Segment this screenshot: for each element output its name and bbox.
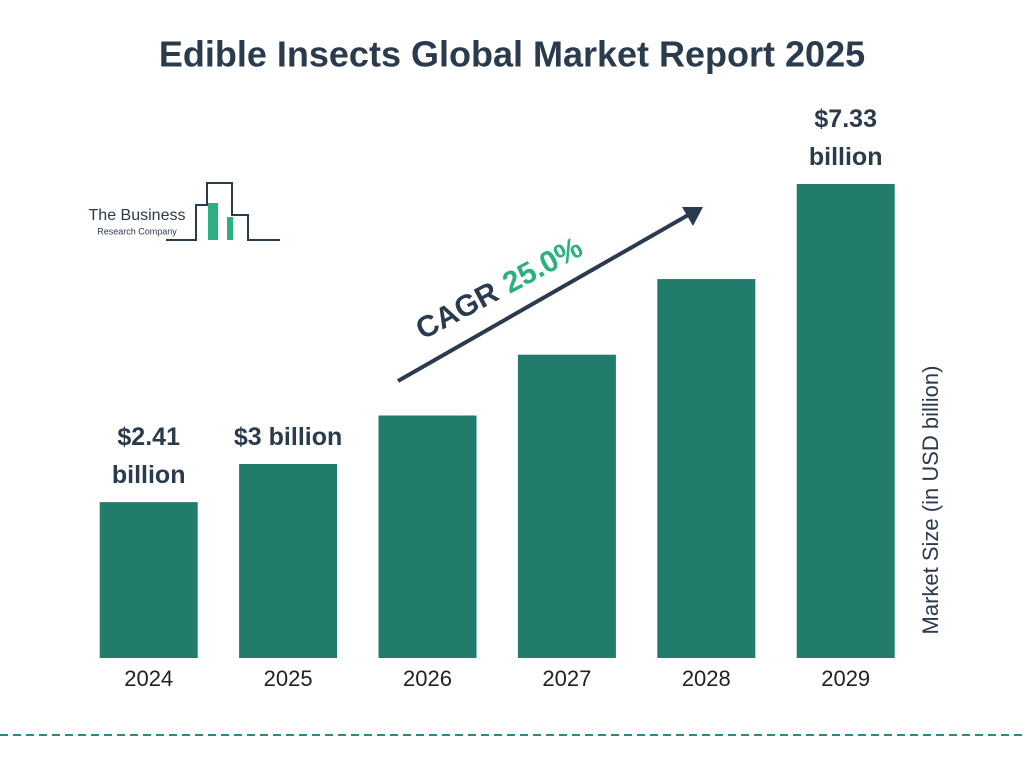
x-tick-label: 2028 [682, 666, 731, 691]
logo-subtext: Research Company [97, 226, 177, 236]
x-tick-label: 2026 [403, 666, 452, 691]
bar [378, 415, 477, 658]
logo: The Business Research Company [89, 182, 280, 241]
bar [796, 184, 895, 658]
value-label: $3 billion [233, 423, 343, 452]
cagr-arrow [397, 207, 703, 383]
logo-text: The Business [89, 207, 186, 224]
value-label: $7.33 billion [808, 105, 883, 171]
x-tick-label: 2029 [821, 666, 870, 691]
bar [239, 464, 338, 658]
value-label: $2.41 billion [111, 423, 186, 490]
cagr-value: 25.0% [497, 231, 588, 300]
x-tick-label: 2024 [124, 666, 173, 691]
x-tick-label: 2025 [264, 666, 313, 691]
bar [517, 354, 616, 658]
x-tick-label: 2027 [542, 666, 591, 691]
cagr-label: CAGR [411, 275, 505, 346]
chart-title: Edible Insects Global Market Report 2025 [159, 34, 865, 75]
bar [99, 502, 198, 658]
bar [657, 279, 756, 658]
y-axis-label: Market Size (in USD billion) [918, 366, 943, 635]
